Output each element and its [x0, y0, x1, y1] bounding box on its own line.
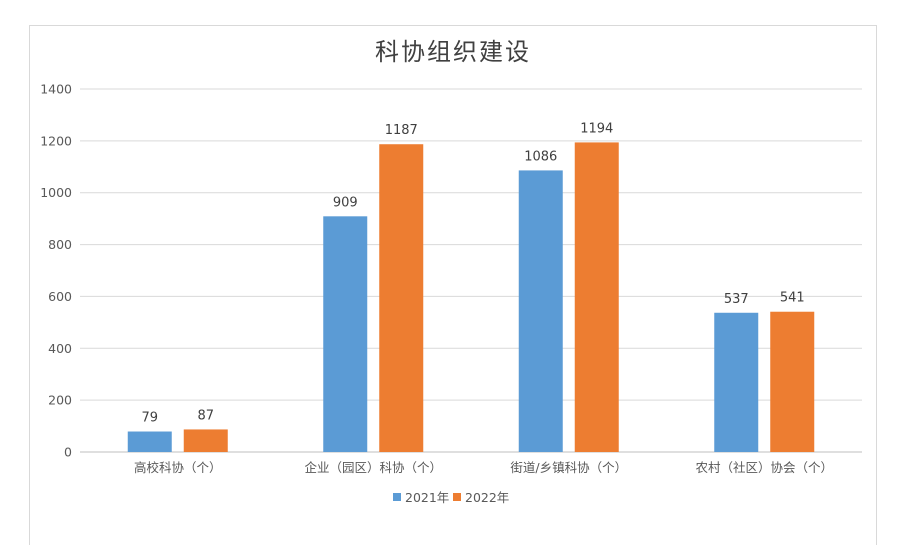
chart-title: 科协组织建设	[375, 38, 531, 66]
bar	[379, 144, 424, 453]
data-label: 537	[724, 292, 749, 307]
y-tick-label: 1400	[40, 82, 72, 97]
bar	[518, 170, 563, 452]
bar	[127, 431, 172, 452]
legend-label: 2022年	[465, 490, 509, 505]
x-category-label: 高校科协（个）	[134, 460, 222, 475]
bar	[183, 429, 228, 452]
y-tick-label: 400	[48, 341, 72, 356]
data-label: 79	[141, 411, 158, 426]
y-tick-label: 1000	[40, 185, 72, 200]
bars	[127, 142, 815, 453]
data-label: 1194	[580, 121, 613, 136]
data-label: 1187	[385, 123, 418, 138]
y-axis-ticks: 0 200 400 600 800 1000 1200 1400	[40, 82, 72, 460]
bar	[714, 312, 759, 452]
legend-swatch	[393, 493, 401, 501]
y-tick-label: 600	[48, 289, 72, 304]
data-labels: 79 87 909 1187 1086 1194 537 541	[141, 121, 804, 425]
x-category-label: 企业（园区）科协（个）	[304, 460, 442, 475]
data-label: 541	[780, 291, 805, 306]
x-axis-categories: 高校科协（个） 企业（园区）科协（个） 街道/乡镇科协（个） 农村（社区）协会（个）	[134, 460, 833, 475]
x-category-label: 农村（社区）协会（个）	[695, 460, 833, 475]
bar	[574, 142, 619, 453]
chart-frame	[29, 25, 877, 545]
data-label: 1086	[524, 149, 557, 164]
data-label: 87	[197, 408, 214, 423]
y-tick-label: 1200	[40, 133, 72, 148]
y-tick-label: 0	[64, 445, 72, 460]
x-category-label: 街道/乡镇科协（个）	[510, 460, 627, 475]
legend: 2021年 2022年	[393, 490, 509, 505]
y-tick-label: 200	[48, 393, 72, 408]
bar	[770, 311, 815, 452]
y-tick-label: 800	[48, 237, 72, 252]
legend-swatch	[453, 493, 461, 501]
bar	[323, 216, 368, 452]
data-label: 909	[333, 195, 358, 210]
legend-label: 2021年	[405, 490, 449, 505]
